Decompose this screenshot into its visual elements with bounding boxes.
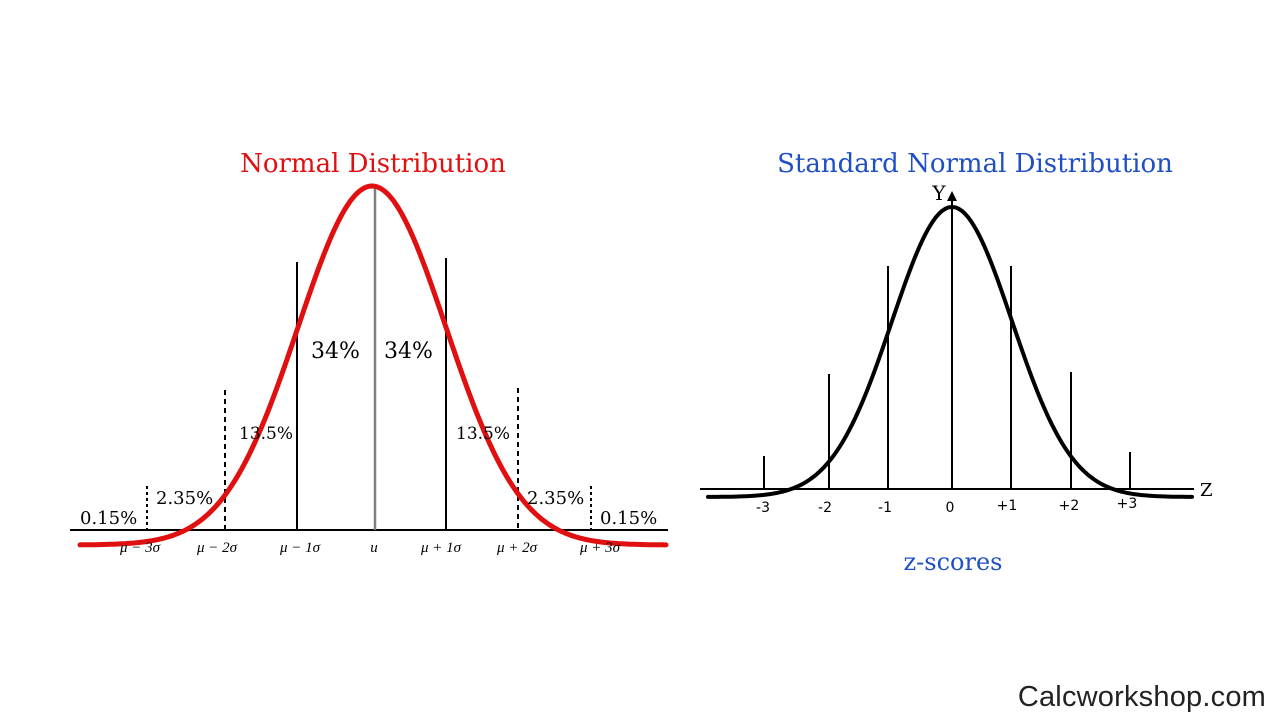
y-axis-arrow-icon bbox=[947, 191, 957, 201]
axis-label-mu-plus-3sigma: μ + 3σ bbox=[579, 540, 621, 556]
z-scores-label: z-scores bbox=[904, 548, 1003, 576]
axis-label-mu-minus-2sigma: μ − 2σ bbox=[196, 540, 238, 556]
y-axis-label: Y bbox=[931, 181, 946, 205]
z-tick-plus-2: +2 bbox=[1059, 498, 1080, 514]
z-tick-minus-1: -1 bbox=[878, 500, 892, 516]
axis-label-mu-plus-2sigma: μ + 2σ bbox=[496, 540, 538, 556]
percent-label-right-2-3: 2.35% bbox=[527, 488, 584, 509]
normal-curve bbox=[77, 183, 669, 548]
normal-distribution-title: Normal Distribution bbox=[240, 149, 506, 179]
standard-normal-title: Standard Normal Distribution bbox=[777, 149, 1173, 179]
z-axis-label: Z bbox=[1200, 480, 1213, 501]
z-tick-minus-3: -3 bbox=[756, 500, 770, 516]
axis-label-mu-plus-1sigma: μ + 1σ bbox=[420, 540, 462, 556]
axis-label-mu: u bbox=[370, 540, 378, 556]
axis-label-mu-minus-3sigma: μ − 3σ bbox=[119, 540, 161, 556]
percent-label-right-0-1: 34% bbox=[384, 339, 433, 364]
axis-label-mu-minus-1sigma: μ − 1σ bbox=[279, 540, 321, 556]
percent-label-right-tail: 0.15% bbox=[600, 508, 657, 529]
standard-normal-diagram: Standard Normal Distribution Y Z -3 -2 -… bbox=[700, 149, 1213, 576]
z-tick-plus-3: +3 bbox=[1117, 496, 1138, 512]
percent-label-left-0-1: 34% bbox=[311, 339, 360, 364]
z-tick-plus-1: +1 bbox=[997, 498, 1018, 514]
percent-label-left-1-2: 13.5% bbox=[239, 424, 293, 444]
z-tick-minus-2: -2 bbox=[818, 500, 832, 516]
calcworkshop-watermark: Calcworkshop.com bbox=[1017, 681, 1266, 713]
standard-normal-curve bbox=[706, 204, 1194, 499]
normal-distribution-diagram: Normal Distribution 0.15% 2.35% 13.5% 34… bbox=[70, 149, 669, 556]
percent-label-left-tail: 0.15% bbox=[80, 508, 137, 529]
percent-label-left-2-3: 2.35% bbox=[156, 488, 213, 509]
percent-label-right-1-2: 13.5% bbox=[456, 424, 510, 444]
z-tick-0: 0 bbox=[946, 500, 955, 516]
